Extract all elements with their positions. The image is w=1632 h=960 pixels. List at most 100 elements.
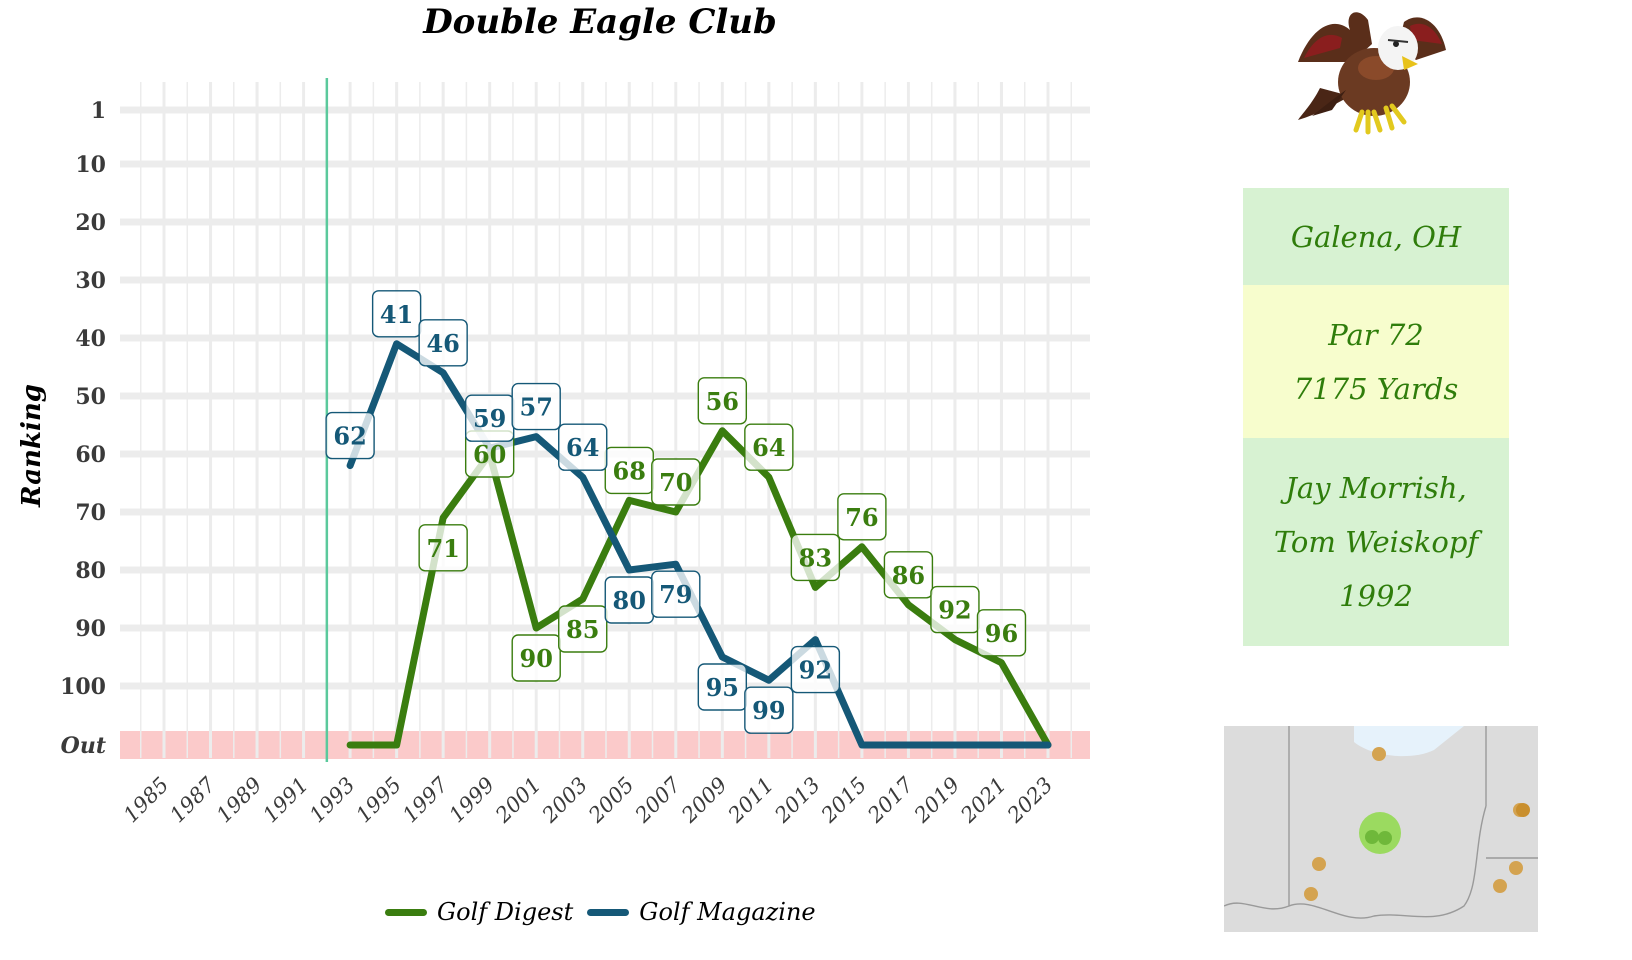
chart-title: Double Eagle Club	[423, 2, 777, 42]
data-label-box	[744, 423, 794, 471]
data-label-text: 86	[892, 561, 925, 590]
data-label-golf-digest: 64	[744, 423, 794, 471]
data-label-golf-digest: 86	[883, 551, 934, 599]
ohio-location-map	[1224, 726, 1538, 932]
data-label-box	[558, 605, 608, 653]
data-label-text: 96	[985, 619, 1018, 648]
data-label-box	[511, 634, 561, 682]
data-label-golf-magazine: 64	[558, 423, 608, 471]
data-label-text: 95	[706, 673, 739, 702]
data-label-golf-magazine: 92	[790, 645, 841, 694]
x-tick-label: 2003	[537, 773, 592, 828]
data-label-box	[651, 570, 701, 618]
y-tick-label: 70	[75, 500, 106, 526]
data-label-golf-magazine: 46	[418, 319, 468, 367]
data-label-box	[744, 686, 794, 734]
x-tick-label: 2007	[630, 772, 686, 828]
data-label-box	[697, 663, 748, 711]
x-tick-label: 1997	[398, 772, 453, 827]
x-tick-label: 1991	[258, 773, 313, 828]
y-axis-label: Ranking	[17, 384, 47, 507]
data-label-golf-magazine: 95	[697, 663, 748, 711]
data-label-golf-digest: 83	[790, 533, 841, 582]
data-label-box	[651, 458, 701, 506]
data-label-golf-digest: 92	[930, 585, 980, 634]
x-tick-label: 1999	[444, 773, 499, 828]
y-tick-label: 30	[75, 268, 106, 294]
data-label-text: 46	[426, 329, 459, 358]
y-tick-label: 10	[75, 152, 106, 178]
x-tick-label: 2005	[583, 773, 638, 828]
legend-item-golf-magazine[interactable]: Golf Magazine	[587, 898, 816, 926]
data-label-box	[371, 290, 422, 338]
data-label-box	[418, 524, 468, 572]
legend-swatch-golf-digest	[385, 908, 427, 916]
data-label-golf-magazine: 79	[651, 570, 701, 618]
x-tick-label: 2009	[676, 773, 731, 828]
data-label-text: 90	[520, 644, 553, 673]
data-label-box	[511, 382, 561, 431]
data-label-text: 70	[659, 468, 692, 497]
data-label-box	[325, 411, 375, 460]
y-tick-label: 60	[75, 442, 106, 468]
data-label-text: 92	[938, 596, 971, 625]
eagle-mascot-icon	[1298, 12, 1446, 135]
data-label-golf-digest: 68	[604, 446, 654, 495]
x-tick-label: 2013	[769, 773, 824, 828]
y-tick-label: 50	[75, 384, 106, 410]
y-tick-label: 80	[75, 558, 106, 584]
data-label-text: 76	[845, 503, 878, 532]
data-label-text: 68	[613, 456, 646, 485]
legend-item-golf-digest[interactable]: Golf Digest	[385, 898, 573, 926]
data-label-golf-magazine: 99	[744, 686, 794, 734]
course-location-panel: Galena, OH	[1243, 188, 1509, 285]
y-tick-label: 1	[91, 98, 106, 124]
data-label-text: 57	[520, 393, 553, 422]
course-par: Par 72	[1328, 317, 1424, 352]
data-label-text: 41	[380, 300, 413, 329]
data-label-golf-digest: 70	[651, 458, 701, 506]
data-label-golf-magazine: 59	[464, 394, 515, 442]
course-specs-panel: Par 72 7175 Yards	[1243, 285, 1509, 438]
y-tick-label: 20	[75, 210, 106, 236]
data-label-golf-digest: 96	[976, 609, 1027, 657]
data-label-golf-digest: 90	[511, 634, 561, 682]
legend-label-golf-magazine: Golf Magazine	[639, 898, 816, 926]
data-label-text: 56	[706, 387, 739, 416]
data-label-golf-digest: 71	[418, 524, 468, 572]
x-tick-label: 2017	[862, 772, 918, 828]
x-tick-label: 2015	[816, 773, 871, 828]
data-label-text: 80	[613, 586, 646, 615]
course-architects-panel: Jay Morrish, Tom Weiskopf 1992	[1243, 438, 1509, 646]
course-yardage: 7175 Yards	[1293, 371, 1459, 406]
data-label-text: 85	[566, 615, 599, 644]
data-label-text: 64	[566, 433, 599, 462]
legend-label-golf-digest: Golf Digest	[437, 898, 574, 926]
data-label-text: 99	[752, 696, 785, 725]
data-label-box	[418, 319, 468, 367]
data-label-box	[790, 533, 841, 582]
data-label-box	[883, 551, 934, 599]
data-label-golf-magazine: 80	[604, 576, 654, 624]
data-label-text: 60	[473, 440, 506, 469]
data-label-golf-digest: 85	[558, 605, 608, 653]
x-tick-label: 1993	[305, 773, 360, 828]
data-label-text: 64	[752, 433, 785, 462]
data-label-golf-magazine: 57	[511, 382, 561, 431]
chart-legend: Golf Digest Golf Magazine	[385, 898, 816, 926]
x-tick-label: 1989	[212, 773, 267, 828]
x-tick-label: 2019	[909, 773, 964, 828]
data-label-box	[558, 423, 608, 471]
course-location: Galena, OH	[1290, 219, 1462, 254]
y-tick-label: 100	[60, 674, 106, 700]
data-label-golf-digest: 56	[697, 377, 748, 425]
data-label-text: 59	[473, 404, 506, 433]
data-label-box	[697, 377, 748, 425]
course-architects-2: Tom Weiskopf	[1273, 525, 1479, 559]
data-label-text: 79	[659, 580, 692, 609]
data-label-box	[837, 493, 887, 541]
data-label-golf-digest: 60	[464, 430, 515, 478]
data-label-text: 62	[333, 422, 366, 451]
x-tick-label: 1995	[351, 773, 406, 828]
